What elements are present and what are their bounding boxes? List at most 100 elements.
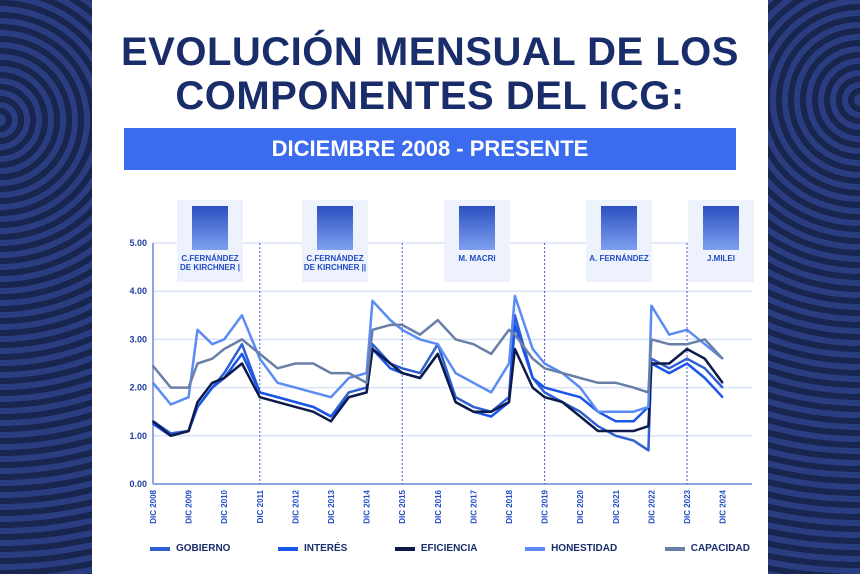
title-line-1: EVOLUCIÓN MENSUAL DE LOS [121, 30, 739, 74]
data-point [490, 410, 493, 413]
data-point [632, 410, 635, 413]
data-point [170, 435, 172, 437]
data-point [259, 396, 261, 399]
data-point [259, 353, 261, 355]
data-point [223, 372, 225, 374]
x-tick-label: DIC 2010 [220, 489, 229, 523]
data-point [597, 410, 599, 413]
data-point [454, 338, 457, 341]
data-point [294, 362, 297, 365]
y-tick-label: 1.00 [129, 431, 147, 441]
data-point [686, 362, 688, 365]
x-tick-label: DIC 2023 [683, 489, 692, 523]
data-point [508, 328, 510, 331]
data-point [211, 381, 214, 384]
legend-label: GOBIERNO [176, 543, 231, 554]
data-point [668, 372, 670, 374]
president-photo [703, 206, 739, 250]
data-point [561, 401, 564, 403]
data-point [543, 386, 546, 389]
data-point [579, 396, 581, 399]
x-tick-label: DIC 2012 [291, 489, 300, 523]
data-point [561, 372, 564, 374]
x-tick-label: DIC 2013 [327, 489, 336, 523]
x-tick-label: DIC 2015 [398, 489, 407, 523]
data-point [472, 343, 475, 346]
x-tick-label: DIC 2020 [576, 489, 585, 523]
data-point [615, 381, 617, 384]
data-point [330, 415, 332, 418]
legend-item: CAPACIDAD [664, 543, 750, 554]
legend-item: HONESTIDAD [525, 543, 617, 554]
president-card: C.FERNÁNDEZ DE KIRCHNER | [177, 200, 243, 282]
data-point [650, 338, 653, 341]
president-name: M. MACRI [458, 254, 496, 263]
data-point [276, 401, 279, 403]
data-point [241, 353, 243, 355]
data-point [579, 415, 581, 418]
x-tick-label: DIC 2019 [541, 489, 550, 523]
y-tick-label: 4.00 [129, 286, 147, 296]
data-point [454, 372, 457, 374]
data-point [389, 319, 392, 321]
data-point [211, 357, 214, 360]
subtitle-banner: DICIEMBRE 2008 - PRESENTE [124, 128, 736, 170]
data-point [389, 324, 392, 326]
data-point [615, 430, 617, 432]
x-tick-label: DIC 2021 [612, 489, 621, 523]
legend-label: HONESTIDAD [551, 543, 618, 554]
data-point [419, 338, 421, 341]
data-point [437, 319, 439, 321]
president-photo [192, 206, 228, 250]
data-point [276, 381, 279, 384]
data-point [401, 324, 404, 326]
data-point [668, 367, 670, 370]
data-point [514, 314, 516, 317]
data-point [437, 343, 439, 346]
data-point [543, 391, 546, 394]
data-point [490, 415, 493, 418]
data-point [686, 348, 688, 350]
y-tick-label: 2.00 [129, 383, 147, 393]
legend-label: EFICIENCIA [420, 543, 478, 554]
data-point [401, 367, 404, 370]
data-point [514, 348, 516, 350]
data-point [312, 410, 315, 413]
y-tick-label: 5.00 [129, 238, 147, 248]
data-point [241, 338, 243, 341]
data-point [401, 328, 404, 331]
data-point [348, 372, 350, 374]
data-point [543, 367, 546, 370]
data-point [330, 396, 332, 399]
data-point [686, 357, 688, 360]
data-point [561, 391, 564, 394]
legend-item: INTERÉS [277, 543, 348, 554]
data-point [419, 333, 421, 336]
legend-swatch [525, 546, 546, 551]
data-point [371, 348, 374, 350]
data-point [152, 422, 154, 425]
data-point [531, 357, 534, 360]
data-point [514, 333, 516, 336]
data-point [704, 367, 706, 370]
data-point [187, 386, 190, 389]
data-point [187, 430, 190, 432]
data-point [196, 362, 199, 365]
x-tick-label: DIC 2008 [149, 489, 158, 523]
data-point [294, 401, 297, 403]
data-point [514, 295, 516, 297]
data-point [371, 300, 374, 302]
data-point [632, 439, 635, 442]
y-tick-label: 3.00 [129, 334, 147, 344]
data-point [597, 381, 599, 384]
president-card: C.FERNÁNDEZ DE KIRCHNER || [302, 200, 368, 282]
data-point [686, 343, 688, 346]
x-tick-label: DIC 2018 [505, 489, 514, 523]
data-point [632, 386, 635, 389]
data-point [276, 396, 279, 399]
legend-item: GOBIERNO [150, 543, 230, 554]
data-point [211, 386, 214, 389]
data-point [437, 353, 439, 355]
background-right [768, 0, 860, 574]
legend-label: INTERÉS [303, 543, 348, 554]
